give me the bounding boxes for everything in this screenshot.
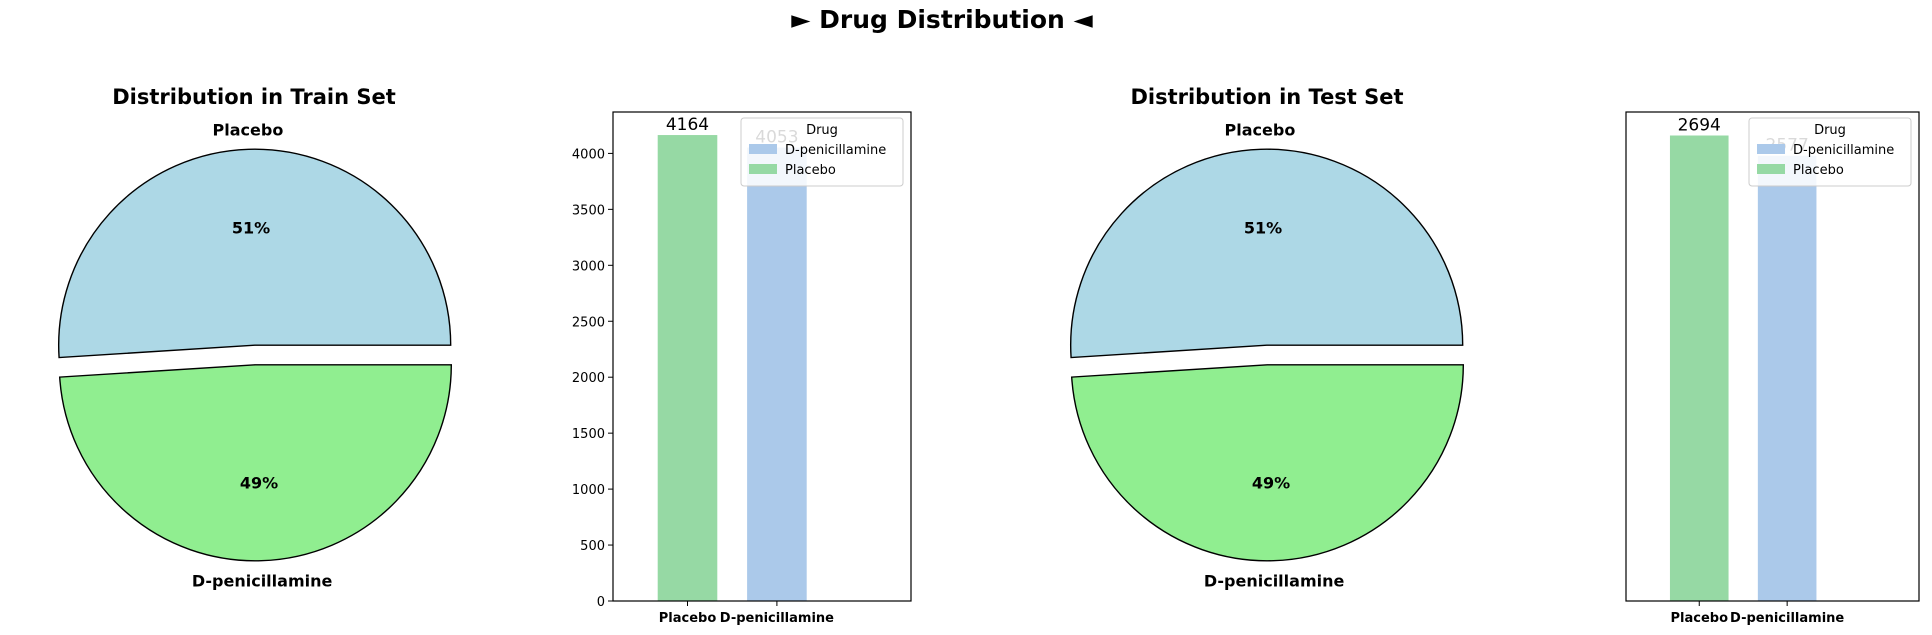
pie-slice-placebo	[57, 148, 452, 359]
y-tick-label: 2500	[572, 315, 605, 330]
y-tick-label: 3000	[572, 259, 605, 274]
pie-label-placebo: Placebo	[1225, 121, 1296, 140]
y-tick-label: 3500	[572, 203, 605, 218]
axes-frame	[1625, 111, 1920, 602]
legend-swatch-placebo	[1757, 164, 1785, 174]
legend-swatch-placebo	[749, 164, 777, 174]
bar-d-penicillamine	[747, 147, 807, 601]
pie-label-d-penicillamine: D-penicillamine	[192, 571, 333, 590]
y-tick-label: 500	[580, 539, 605, 554]
legend-box	[1748, 117, 1912, 187]
train-bar-chart: 41644053DrugD-penicillaminePlacebo050010…	[572, 111, 912, 626]
train-pie-chart: Distribution in Train Set Placebo D-peni…	[57, 85, 453, 590]
legend-entry-d-penicillamine: D-penicillamine	[785, 143, 886, 158]
legend-entry-placebo: Placebo	[785, 163, 836, 178]
legend-box	[740, 117, 904, 187]
y-tick-label: 1000	[572, 483, 605, 498]
y-tick-label: 0	[597, 595, 605, 610]
pie-percent-d-penicillamine: 49%	[1252, 473, 1290, 492]
pie-slice-d-penicillamine	[58, 364, 453, 562]
legend-title: Drug	[1814, 123, 1846, 138]
test-pie-chart: Distribution in Test Set Placebo D-penic…	[1069, 85, 1465, 590]
legend-entry-placebo: Placebo	[1793, 163, 1844, 178]
pie-percent-placebo: 51%	[232, 219, 270, 238]
pie-percent-placebo: 51%	[1244, 219, 1282, 238]
figure-title: ► Drug Distribution ◄	[791, 5, 1093, 34]
y-tick-label: 2000	[572, 371, 605, 386]
axes-frame	[612, 111, 912, 602]
pie-percent-d-penicillamine: 49%	[240, 473, 278, 492]
y-tick-label: 4000	[572, 147, 605, 162]
bar-value-label-placebo: 4164	[666, 115, 709, 135]
x-tick-label-placebo: Placebo	[659, 611, 717, 626]
pie-label-d-penicillamine: D-penicillamine	[1204, 571, 1345, 590]
legend: Drug D-penicillamine Placebo	[740, 117, 904, 187]
bar-d-penicillamine	[1757, 155, 1817, 601]
legend-swatch-d-penicillamine	[749, 144, 777, 154]
x-tick-label-d-penicillamine: D-penicillamine	[1730, 611, 1844, 626]
bar-value-label-placebo: 2694	[1678, 115, 1721, 135]
pie-slice-d-penicillamine	[1070, 364, 1465, 562]
bar-placebo	[1669, 135, 1729, 602]
bar-placebo	[657, 135, 718, 601]
x-tick-label-d-penicillamine: D-penicillamine	[720, 611, 834, 626]
pie-slice-placebo	[1069, 148, 1464, 359]
test-bar-chart: 26942577DrugD-penicillaminePlaceboPlaceb…	[1625, 111, 1920, 626]
pie-label-placebo: Placebo	[213, 121, 284, 140]
train-pie-title: Distribution in Train Set	[112, 85, 396, 109]
legend: Drug D-penicillamine Placebo	[1748, 117, 1912, 187]
legend-entry-d-penicillamine: D-penicillamine	[1793, 143, 1894, 158]
legend-swatch-d-penicillamine	[1757, 144, 1785, 154]
legend-title: Drug	[806, 123, 838, 138]
test-pie-title: Distribution in Test Set	[1130, 85, 1403, 109]
x-tick-label-placebo: Placebo	[1670, 611, 1728, 626]
y-tick-label: 1500	[572, 427, 605, 442]
